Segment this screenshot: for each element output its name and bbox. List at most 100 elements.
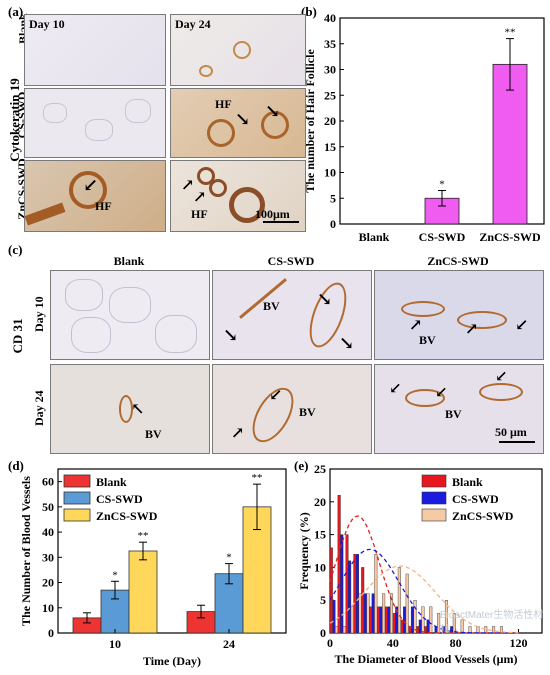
fit-curve: [329, 565, 519, 634]
x-axis-label: The Diameter of Blood Vessels (μm): [335, 652, 518, 666]
y-tick-label: 20: [314, 495, 326, 509]
histogram-bar: [369, 606, 373, 634]
y-axis-label: The Number of Blood Vessels: [19, 476, 33, 626]
panel-label-d: (d): [8, 458, 24, 473]
histogram-bar: [384, 606, 388, 634]
legend-swatch: [63, 491, 91, 505]
histogram-bar: [405, 573, 409, 634]
histogram-bar: [403, 606, 407, 634]
histogram-bar: [337, 495, 341, 634]
histogram-bar: [421, 606, 425, 634]
y-tick-label: 10: [324, 166, 336, 180]
arrow-icon: ↗: [409, 317, 423, 334]
y-tick-label: 30: [324, 63, 336, 77]
x-axis-label: Time (Day): [143, 654, 201, 668]
histogram-bar: [345, 534, 349, 634]
histogram-bar: [413, 599, 417, 634]
arrow-icon: ↘: [265, 101, 281, 121]
x-tick-label: 120: [509, 636, 527, 650]
micrograph-a-blank-day10: Day 10: [24, 14, 166, 86]
arrow-icon: ↘: [339, 333, 355, 353]
bv-label-c2: BV: [263, 299, 280, 313]
arrow-icon: ↙: [389, 381, 402, 397]
significance-mark: *: [439, 179, 445, 191]
x-tick-label: Blank: [359, 230, 390, 244]
fit-curve: [329, 548, 519, 634]
histogram-bar: [358, 593, 362, 634]
y-tick-label: 0: [48, 626, 54, 640]
x-tick-label: 80: [450, 636, 462, 650]
y-tick-label: 10: [314, 560, 326, 574]
significance-mark: **: [505, 27, 516, 39]
y-tick-label: 25: [324, 88, 336, 102]
bar: [424, 197, 460, 225]
arrow-icon: ↗: [231, 425, 245, 442]
legend-label: Blank: [452, 475, 483, 489]
panel-label-a: (a): [8, 4, 24, 19]
histogram-bar: [366, 593, 370, 634]
fit-curve: [329, 515, 519, 634]
panel-c-row-day24: Day 24: [32, 390, 46, 426]
scale-bar-c: [499, 441, 535, 443]
y-tick-label: 60: [42, 475, 54, 489]
y-axis-label: The number of Hair Follicle: [303, 49, 317, 193]
panel-label-c: (c): [8, 242, 23, 257]
y-tick-label: 30: [42, 550, 54, 564]
micrograph-c-cs-day10: BV ↘ ↘ ↘: [212, 270, 372, 360]
significance-mark: **: [138, 530, 149, 542]
x-tick-label: CS-SWD: [419, 230, 466, 244]
histogram-bar: [376, 606, 380, 634]
hf-label-a4: HF: [191, 207, 208, 221]
y-tick-label: 5: [320, 593, 326, 607]
micrograph-a-zn-day10: ↙ HF: [24, 160, 166, 232]
plot-frame: [57, 468, 287, 634]
y-tick-label: 25: [314, 462, 326, 476]
micrograph-c-zn-day10: ↗ ↗ ↙ BV: [374, 270, 544, 360]
micrograph-a-cs-day10: [24, 88, 166, 158]
hf-label-a3: HF: [95, 199, 112, 213]
chart-e: 0 5 10 15 20 25 0 40 80 120 Frequency (%) The Diame…: [297, 462, 543, 666]
histogram-bar: [410, 606, 414, 634]
panel-c-col-cs: CS-SWD: [267, 254, 315, 268]
bv-label-c3: BV: [419, 333, 436, 347]
arrow-icon: ↖: [131, 401, 145, 418]
arrow-icon: ↙: [495, 369, 508, 385]
histogram-bar: [429, 606, 433, 634]
histogram-bar: [371, 593, 375, 634]
arrow-icon: ↙: [435, 385, 448, 401]
panel-c-vertical-label: CD 31: [10, 318, 25, 354]
x-tick-label: 10: [109, 637, 121, 651]
y-tick-label: 5: [330, 191, 336, 205]
histogram-bar: [392, 613, 396, 634]
significance-mark: *: [112, 569, 118, 581]
legend-swatch: [421, 491, 447, 505]
panel-c-row-day10: Day 10: [32, 296, 46, 332]
histogram-bar: [361, 567, 365, 634]
micrograph-c-cs-day24: ↗ ↙ BV: [212, 364, 372, 454]
micrograph-c-zn-day24: ↙ ↙ ↙ BV 50 μm: [374, 364, 544, 454]
histogram-bar: [329, 547, 333, 634]
y-tick-label: 50: [42, 500, 54, 514]
arrow-icon: ↗: [465, 321, 479, 338]
x-tick-label: 40: [387, 636, 399, 650]
micrograph-a-blank-day24: Day 24: [170, 14, 306, 86]
scale-label-a: 100μm: [255, 207, 290, 221]
y-tick-label: 20: [42, 576, 54, 590]
histogram-bar: [444, 599, 448, 634]
panel-c-col-blank: Blank: [113, 254, 145, 268]
y-tick-label: 20: [324, 114, 336, 128]
micrograph-a-zn-day24: ↗ ↗ HF 100μm: [170, 160, 306, 232]
histogram-bar: [418, 619, 422, 634]
y-tick-label: 35: [324, 37, 336, 51]
panel-label-e: (e): [294, 458, 309, 473]
histogram-bar: [335, 626, 339, 634]
histogram-bar: [397, 567, 401, 634]
micrograph-c-blank-day10: [50, 270, 210, 360]
histogram-bar: [332, 599, 336, 634]
micrograph-c-blank-day24: ↖ BV: [50, 364, 210, 454]
histogram-bar: [355, 554, 359, 634]
y-tick-label: 40: [42, 525, 54, 539]
histogram-bar: [387, 606, 391, 634]
bv-label-c5: BV: [299, 405, 316, 419]
arrow-icon: ↘: [317, 289, 333, 309]
